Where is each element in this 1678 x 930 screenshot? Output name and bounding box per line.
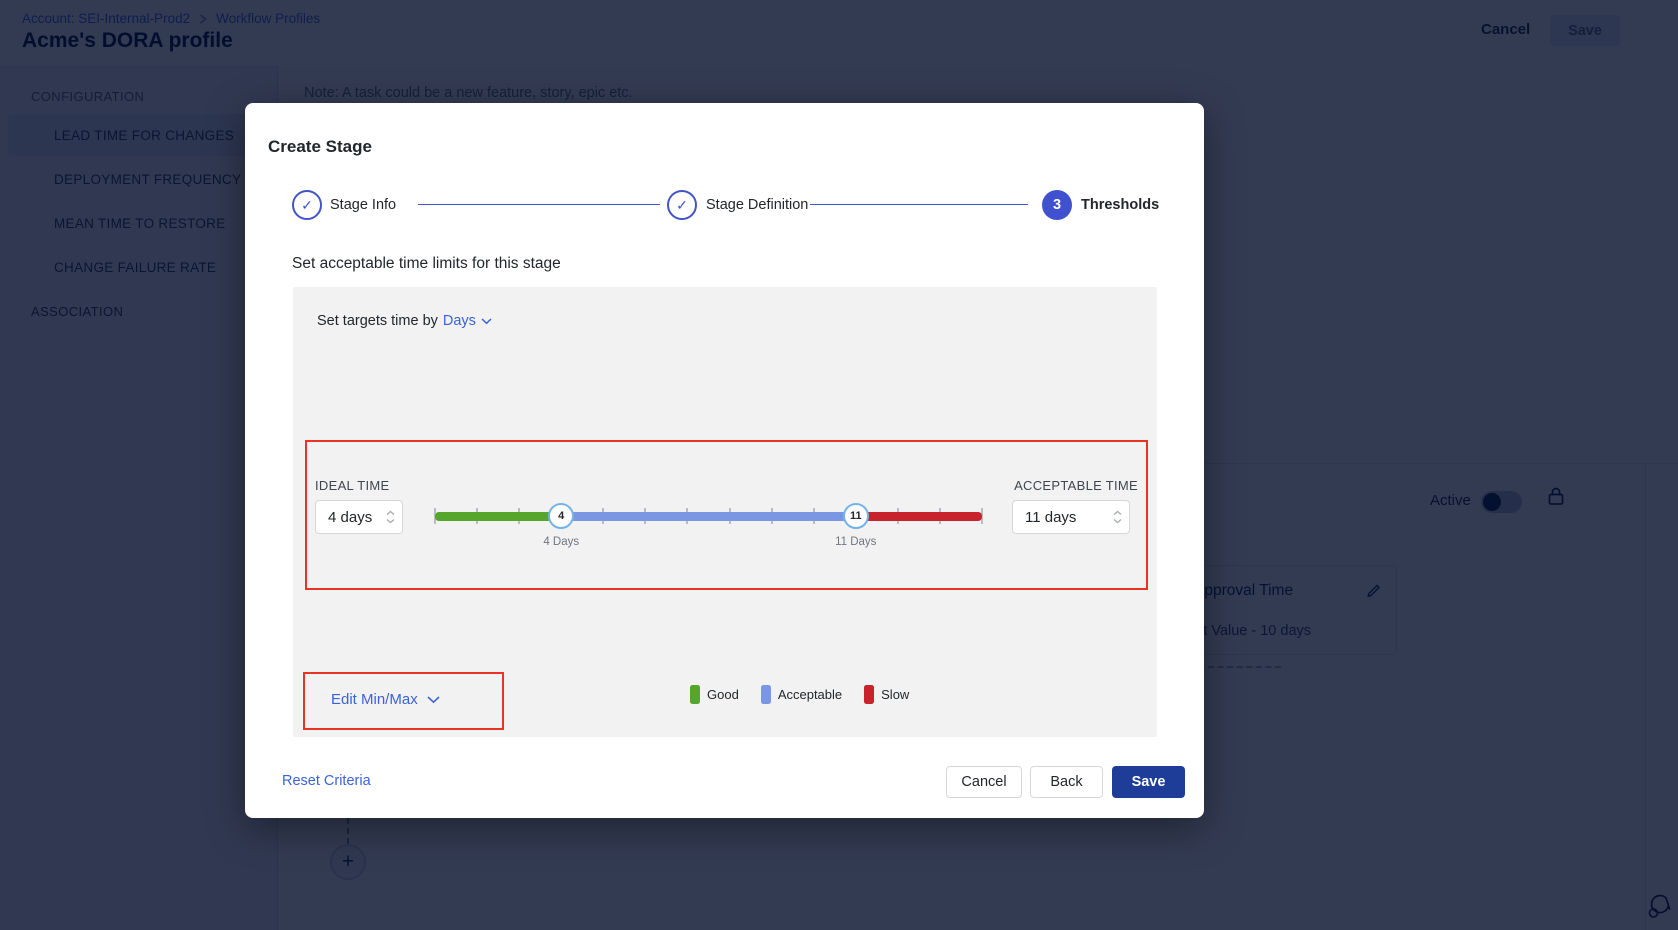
step3-label[interactable]: Thresholds <box>1081 197 1160 213</box>
edit-minmax-button[interactable]: Edit Min/Max <box>331 691 440 708</box>
targets-unit-dropdown[interactable]: Days <box>443 313 492 329</box>
stepper-arrows-icon[interactable] <box>1113 510 1122 524</box>
step1-check-icon: ✓ <box>292 190 322 220</box>
thresholds-panel: Set targets time by Days IDEAL TIME 4 da… <box>293 287 1157 737</box>
acceptable-swatch <box>760 685 771 704</box>
modal-back-button[interactable]: Back <box>1030 766 1103 798</box>
slider-lower-label: 4 Days <box>543 536 580 548</box>
reset-criteria-link[interactable]: Reset Criteria <box>282 773 371 789</box>
targets-unit-value[interactable]: Days <box>442 313 476 329</box>
ideal-time-value: 4 days <box>328 508 373 526</box>
acceptable-time-label: ACCEPTABLE TIME <box>1014 478 1138 493</box>
set-targets-label: Set targets time by <box>317 313 438 329</box>
acceptable-time-input[interactable]: 11 days <box>1012 500 1130 534</box>
legend-item-slow: Slow <box>864 685 909 704</box>
step2-check-icon: ✓ <box>667 190 697 220</box>
slow-swatch <box>864 685 875 704</box>
step2-label[interactable]: Stage Definition <box>706 197 809 213</box>
slider-acceptable-segment <box>561 512 856 521</box>
modal-save-button[interactable]: Save <box>1112 766 1185 798</box>
legend-label-slow: Slow <box>881 687 910 702</box>
good-swatch <box>690 685 700 704</box>
set-targets-row: Set targets time by Days <box>317 313 492 329</box>
thresholds-subtitle: Set acceptable time limits for this stag… <box>292 255 561 272</box>
slider-tick <box>981 508 983 524</box>
edit-minmax-label: Edit Min/Max <box>331 691 418 708</box>
slider-legend: Good Acceptable Slow <box>690 685 909 704</box>
slider-lower-handle[interactable]: 4 <box>548 503 575 529</box>
step1-label[interactable]: Stage Info <box>330 197 397 213</box>
step3-number-badge: 3 <box>1042 190 1072 220</box>
acceptable-time-value: 11 days <box>1025 508 1077 526</box>
slider-good-segment <box>435 512 562 521</box>
legend-label-good: Good <box>707 687 739 702</box>
annotation-box-edit-minmax <box>303 672 504 730</box>
slider-upper-handle[interactable]: 11 <box>842 503 869 529</box>
chevron-down-icon <box>427 695 440 703</box>
stepper-arrows-icon[interactable] <box>386 510 395 524</box>
slider-slow-segment <box>855 512 982 521</box>
legend-item-good: Good <box>690 685 739 704</box>
ideal-time-input[interactable]: 4 days <box>315 500 403 534</box>
ideal-time-label: IDEAL TIME <box>315 478 390 493</box>
legend-item-acceptable: Acceptable <box>760 685 843 704</box>
chevron-down-icon <box>481 317 492 324</box>
stepper-connector <box>810 204 1028 205</box>
slider-upper-label: 11 Days <box>835 536 877 548</box>
threshold-range-slider: 4 11 4 Days 11 Days <box>434 499 983 551</box>
create-stage-modal: Create Stage ✓ Stage Info ✓ Stage Defini… <box>245 103 1204 818</box>
modal-cancel-button[interactable]: Cancel <box>946 766 1022 798</box>
annotation-box-slider <box>305 440 1148 590</box>
stepper-connector <box>418 204 660 205</box>
legend-label-acceptable: Acceptable <box>777 687 843 702</box>
modal-title: Create Stage <box>268 137 372 156</box>
